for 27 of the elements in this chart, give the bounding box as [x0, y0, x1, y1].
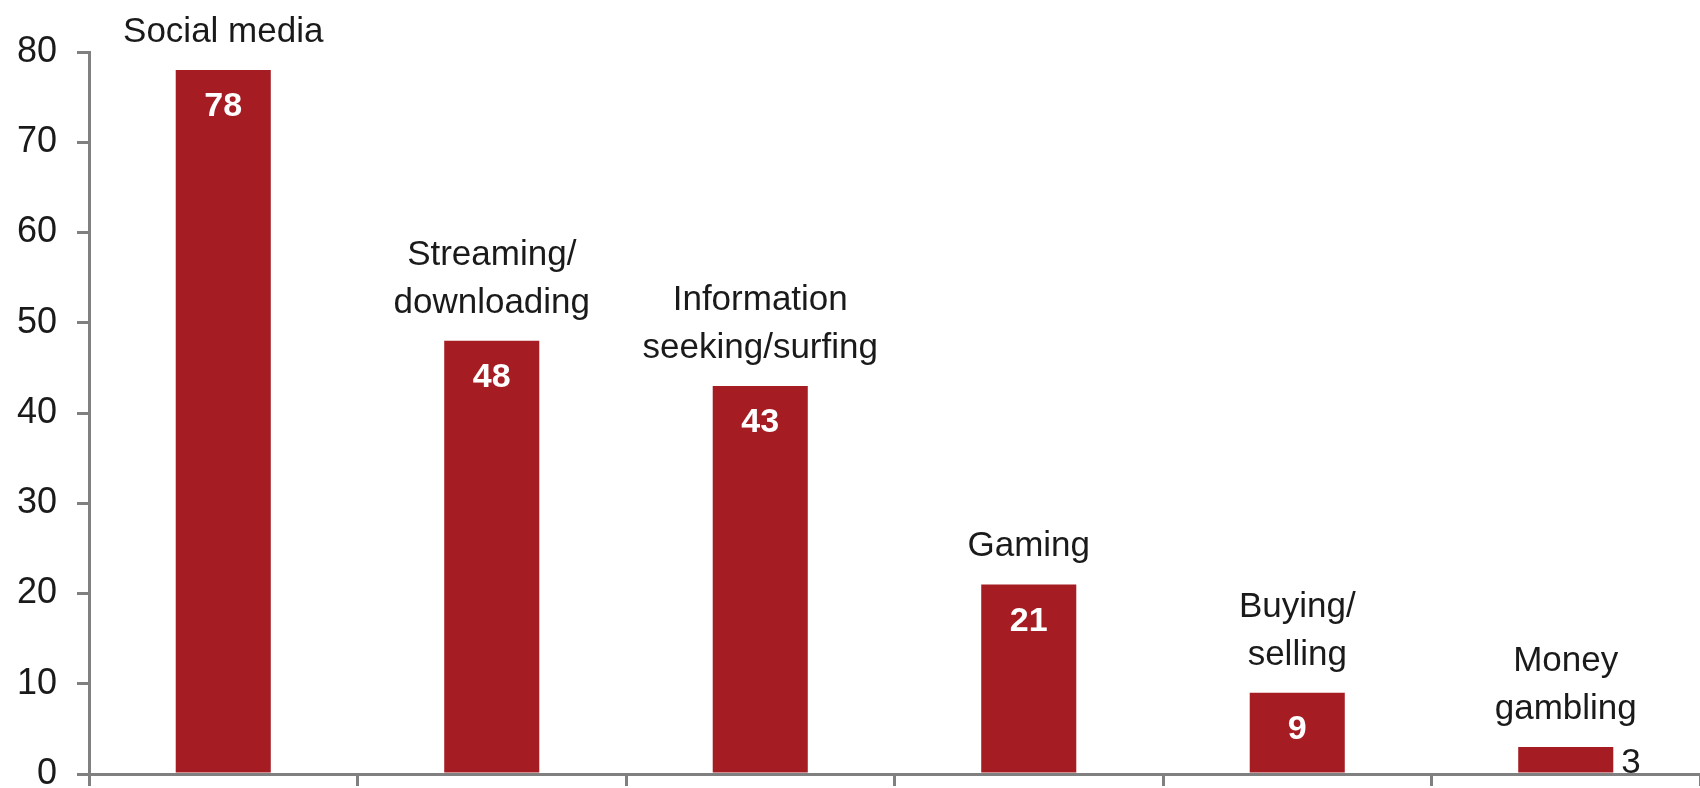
data-label: 21 — [1009, 599, 1048, 638]
data-label: 78 — [204, 85, 243, 124]
x-tick-label: Streaming/ downloading — [393, 232, 591, 320]
y-tick-label: 60 — [16, 209, 57, 251]
y-tick-label: 10 — [16, 660, 57, 702]
data-label: 3 — [1621, 740, 1641, 780]
bar — [444, 340, 540, 773]
y-tick-label: 0 — [36, 750, 57, 788]
y-tick-label: 40 — [16, 389, 57, 431]
x-tick-label: Buying/ selling — [1238, 584, 1356, 672]
x-tick-label: Gaming — [967, 524, 1091, 564]
data-label: 43 — [741, 401, 780, 440]
data-label: 48 — [472, 356, 511, 395]
bar — [175, 70, 271, 773]
x-tick-label: Money gambling — [1494, 638, 1637, 726]
bar — [1249, 692, 1345, 773]
bar — [712, 385, 808, 773]
y-tick-label: 20 — [16, 570, 57, 612]
bar — [981, 584, 1077, 773]
x-tick-label: Social media — [123, 10, 324, 50]
y-tick-label: 50 — [16, 299, 57, 341]
bar — [1518, 746, 1614, 773]
x-tick-label: Information seeking/surfing — [642, 277, 878, 365]
y-tick-label: 30 — [16, 480, 57, 522]
y-tick-label: 70 — [16, 119, 57, 161]
y-tick-label: 80 — [16, 28, 57, 70]
data-label: 9 — [1287, 708, 1307, 747]
